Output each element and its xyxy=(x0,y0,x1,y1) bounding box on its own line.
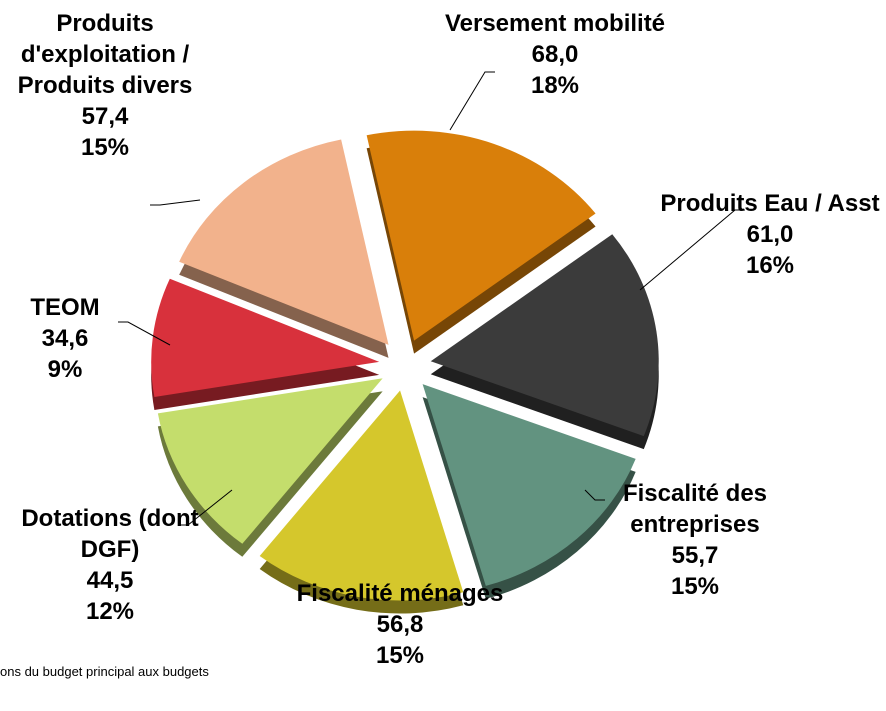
percent-label: 18% xyxy=(530,72,580,99)
percent-label: 15% xyxy=(375,642,425,669)
slice-label: Produits d'exploitation / Produits diver… xyxy=(0,8,215,163)
slice xyxy=(179,139,389,345)
slice-label: TEOM 34,6 9% xyxy=(0,292,180,385)
slice xyxy=(259,390,464,601)
slice-label: Dotations (dont DGF) 44,5 12% xyxy=(0,503,225,627)
footnote: ons du budget principal aux budgets xyxy=(0,664,209,679)
slice-label: Produits Eau / Asst 61,0 16% xyxy=(655,188,885,281)
slice-label: Fiscalité des entreprises 55,7 15% xyxy=(580,478,810,602)
leader-line xyxy=(639,209,745,291)
value-label: 56,8 xyxy=(376,611,424,638)
slice xyxy=(430,234,659,437)
value-label: 57,4 xyxy=(81,103,129,130)
category-label: Versement mobilité xyxy=(444,10,666,37)
slice xyxy=(151,278,380,397)
value-label: 68,0 xyxy=(531,41,579,68)
leader-line xyxy=(178,489,233,526)
slice-label: Versement mobilité 68,0 18% xyxy=(440,8,670,101)
value-label: 34,6 xyxy=(41,325,89,352)
category-label: Fiscalité ménages xyxy=(296,580,504,607)
slice xyxy=(422,384,636,586)
value-label: 44,5 xyxy=(86,567,134,594)
value-label: 55,7 xyxy=(671,542,719,569)
category-label: Dotations (dont DGF) xyxy=(21,505,199,563)
percent-label: 12% xyxy=(85,598,135,625)
leader-line xyxy=(449,71,495,131)
value-label: 61,0 xyxy=(746,221,794,248)
percent-label: 16% xyxy=(745,252,795,279)
leader-line xyxy=(584,489,605,501)
slice-label: Fiscalité ménages 56,8 15% xyxy=(285,578,515,671)
percent-label: 15% xyxy=(670,573,720,600)
slice xyxy=(366,130,596,341)
percent-label: 15% xyxy=(80,134,130,161)
slice xyxy=(157,378,383,544)
category-label: Fiscalité des entreprises xyxy=(622,480,768,538)
percent-label: 9% xyxy=(47,356,83,383)
category-label: TEOM xyxy=(30,294,100,321)
leader-line xyxy=(118,321,171,346)
category-label: Produits Eau / Asst xyxy=(660,190,880,217)
category-label: Produits d'exploitation / Produits diver… xyxy=(17,10,193,99)
leader-line xyxy=(150,199,201,206)
